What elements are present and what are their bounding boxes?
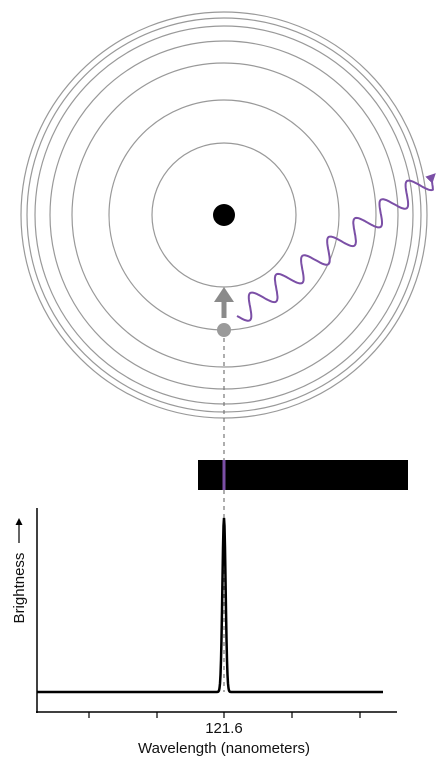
y-label-group: Brightness	[11, 518, 28, 623]
nucleus	[213, 204, 235, 226]
diagram: Brightness 121.6 Wavelength (nanometers)	[0, 0, 442, 768]
y-axis-label: Brightness	[11, 553, 28, 624]
peak-label: 121.6	[205, 720, 243, 737]
transition-arrowhead	[214, 287, 234, 302]
spectrum-bar	[198, 460, 408, 490]
photon	[237, 176, 433, 321]
x-axis-label: Wavelength (nanometers)	[138, 740, 310, 757]
electron	[217, 323, 231, 337]
x-ticks	[89, 712, 360, 718]
page: {"spectrum": {"y_label": "Brightness", "…	[0, 0, 442, 768]
y-arrowhead	[16, 518, 23, 525]
spectrum-curve	[37, 518, 383, 692]
